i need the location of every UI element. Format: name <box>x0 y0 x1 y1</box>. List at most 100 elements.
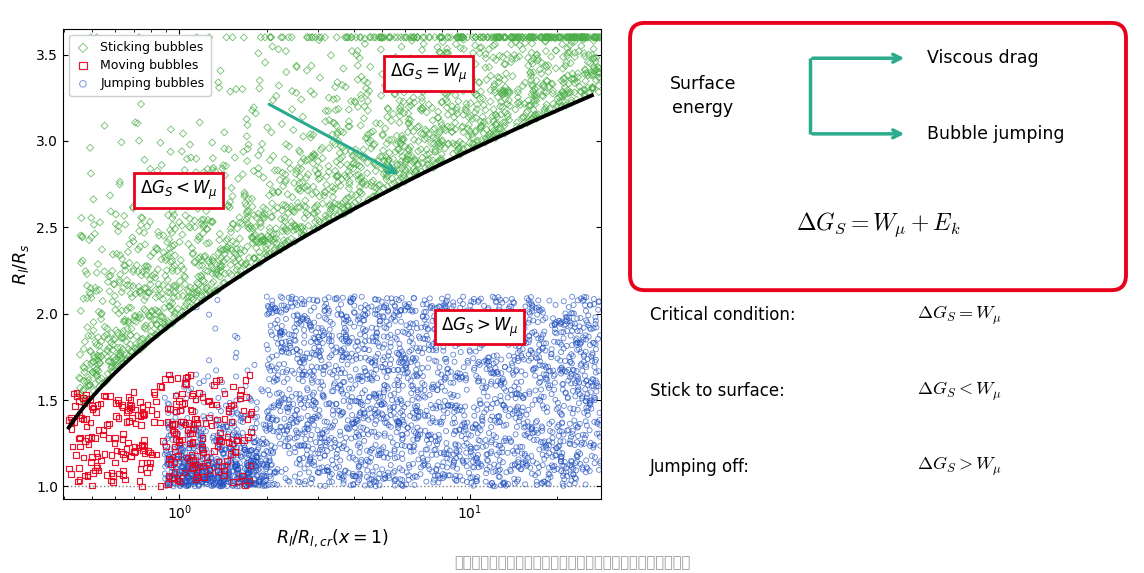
Sticking bubbles <box>575 49 594 58</box>
Jumping bubbles <box>257 340 276 350</box>
Moving bubbles <box>166 447 184 456</box>
Jumping bubbles <box>280 477 299 486</box>
Sticking bubbles <box>502 33 521 42</box>
Sticking bubbles <box>236 198 254 207</box>
Moving bubbles <box>145 387 164 397</box>
Jumping bubbles <box>509 356 527 366</box>
Jumping bubbles <box>563 309 581 318</box>
Sticking bubbles <box>249 238 268 247</box>
Jumping bubbles <box>421 390 439 399</box>
Sticking bubbles <box>400 97 419 106</box>
Sticking bubbles <box>382 135 400 144</box>
Jumping bubbles <box>378 418 396 427</box>
Jumping bubbles <box>509 354 527 363</box>
Sticking bubbles <box>567 95 586 104</box>
Sticking bubbles <box>334 128 352 137</box>
Jumping bubbles <box>421 303 439 312</box>
Jumping bubbles <box>262 446 280 456</box>
Sticking bubbles <box>353 154 372 163</box>
Jumping bubbles <box>553 466 571 476</box>
Jumping bubbles <box>488 412 507 421</box>
Jumping bubbles <box>259 414 277 423</box>
Jumping bubbles <box>176 477 194 486</box>
Sticking bubbles <box>518 107 537 116</box>
Jumping bubbles <box>387 307 405 316</box>
Jumping bubbles <box>587 376 605 385</box>
Sticking bubbles <box>423 116 442 125</box>
Moving bubbles <box>70 397 88 406</box>
Jumping bubbles <box>249 443 268 452</box>
Sticking bubbles <box>260 191 278 200</box>
Jumping bubbles <box>538 444 556 453</box>
Jumping bubbles <box>450 332 468 342</box>
Jumping bubbles <box>304 350 323 359</box>
Sticking bubbles <box>563 33 581 42</box>
Jumping bubbles <box>517 461 535 470</box>
Jumping bubbles <box>222 444 240 453</box>
Jumping bubbles <box>387 414 405 423</box>
Moving bubbles <box>77 414 95 423</box>
Jumping bubbles <box>456 376 475 385</box>
Sticking bubbles <box>327 94 345 103</box>
Sticking bubbles <box>352 94 371 103</box>
Sticking bubbles <box>542 52 561 61</box>
Sticking bubbles <box>291 172 309 181</box>
Jumping bubbles <box>360 374 379 383</box>
Sticking bubbles <box>173 307 191 316</box>
Moving bubbles <box>207 400 225 409</box>
Jumping bubbles <box>363 358 381 367</box>
Jumping bubbles <box>451 452 469 461</box>
Jumping bubbles <box>272 328 291 337</box>
Jumping bubbles <box>526 303 545 312</box>
Jumping bubbles <box>267 333 285 343</box>
Jumping bubbles <box>244 428 262 437</box>
Jumping bubbles <box>244 464 262 473</box>
Jumping bubbles <box>386 481 404 490</box>
Jumping bubbles <box>394 406 412 415</box>
Sticking bubbles <box>81 366 100 375</box>
Jumping bubbles <box>236 471 254 480</box>
Sticking bubbles <box>451 149 469 158</box>
Moving bubbles <box>133 482 151 491</box>
Sticking bubbles <box>442 33 460 42</box>
Jumping bubbles <box>223 409 241 418</box>
Jumping bubbles <box>221 476 239 485</box>
Sticking bubbles <box>118 305 136 315</box>
Jumping bubbles <box>368 401 387 410</box>
Sticking bubbles <box>245 231 263 241</box>
Sticking bubbles <box>259 240 277 249</box>
Jumping bubbles <box>373 409 391 418</box>
Jumping bubbles <box>340 396 358 405</box>
Jumping bubbles <box>524 364 542 374</box>
Sticking bubbles <box>429 113 447 122</box>
Jumping bubbles <box>293 430 311 439</box>
Jumping bubbles <box>270 307 288 316</box>
Sticking bubbles <box>329 171 348 180</box>
Jumping bubbles <box>356 337 374 346</box>
Jumping bubbles <box>582 352 601 361</box>
Sticking bubbles <box>90 382 109 391</box>
Jumping bubbles <box>193 465 212 474</box>
Jumping bubbles <box>394 476 412 485</box>
Jumping bubbles <box>533 479 551 488</box>
Jumping bubbles <box>485 325 503 334</box>
Jumping bubbles <box>439 321 458 330</box>
Jumping bubbles <box>210 423 229 433</box>
Jumping bubbles <box>558 472 577 481</box>
Sticking bubbles <box>413 57 431 66</box>
Jumping bubbles <box>212 478 230 488</box>
Jumping bubbles <box>454 319 472 328</box>
Jumping bubbles <box>492 309 510 318</box>
Text: 气泡融合后的状态相图，以及融合诱导气泡从表面脱离的机理: 气泡融合后的状态相图，以及融合诱导气泡从表面脱离的机理 <box>454 555 690 570</box>
Sticking bubbles <box>229 262 247 271</box>
Moving bubbles <box>183 391 201 400</box>
Sticking bubbles <box>482 85 500 95</box>
Jumping bubbles <box>321 422 340 431</box>
Jumping bubbles <box>275 301 293 310</box>
Sticking bubbles <box>534 33 553 42</box>
Jumping bubbles <box>168 450 186 459</box>
Jumping bubbles <box>356 311 374 320</box>
Jumping bubbles <box>276 430 294 439</box>
Jumping bubbles <box>470 315 488 324</box>
Jumping bubbles <box>389 350 407 359</box>
